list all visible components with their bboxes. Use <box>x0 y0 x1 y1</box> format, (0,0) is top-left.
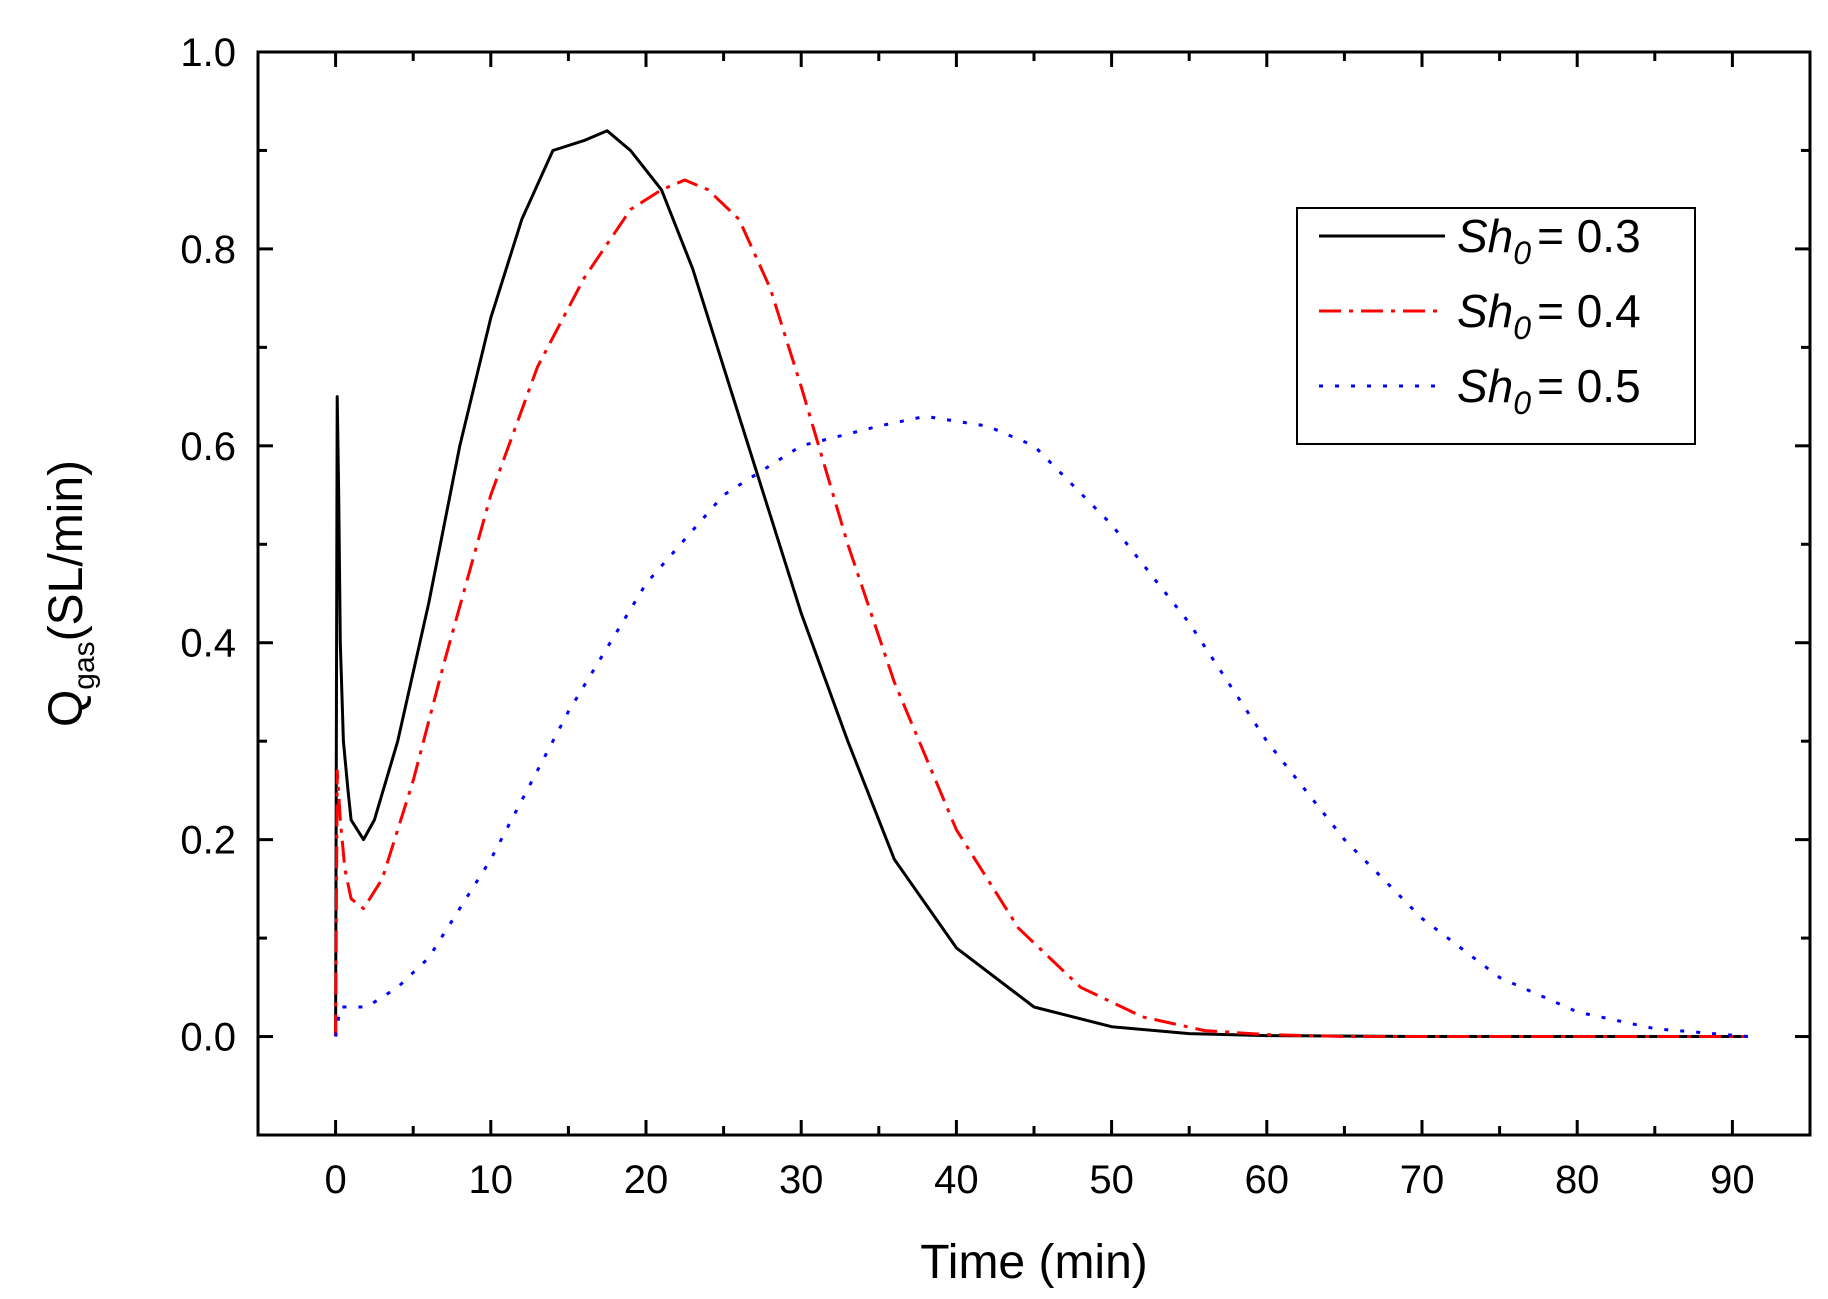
y-tick-label: 0.8 <box>180 228 236 272</box>
x-tick-label: 60 <box>1245 1158 1290 1202</box>
legend-label-3: Sh0 = 0.5 <box>1457 360 1641 421</box>
y-axis-title-units: (SL/min) <box>40 460 93 641</box>
legend-label-value: = 0.5 <box>1537 360 1641 412</box>
series-line-1 <box>334 129 1748 1038</box>
x-tick-label: 70 <box>1400 1158 1445 1202</box>
y-axis-title: Qgas(SL/min) <box>40 460 101 727</box>
x-axis-title: Time (min) <box>920 1236 1148 1289</box>
legend-label-main: Sh <box>1457 210 1513 262</box>
x-tick-label: 20 <box>624 1158 669 1202</box>
legend-label-1: Sh0 = 0.3 <box>1457 210 1641 271</box>
y-tick-label: 0.2 <box>180 819 236 863</box>
series-layer <box>334 129 1749 1038</box>
y-tick-label: 0.6 <box>180 425 236 469</box>
y-tick-label: 0.0 <box>180 1016 236 1060</box>
x-tick-label: 40 <box>934 1158 979 1202</box>
legend-label-main: Sh <box>1457 360 1513 412</box>
y-axis-title-main: Q <box>40 690 93 727</box>
x-tick-label: 0 <box>324 1158 346 1202</box>
y-axis-title-subscript: gas <box>68 641 101 689</box>
legend-label-sub: 0 <box>1513 385 1531 421</box>
legend-label-2: Sh0 = 0.4 <box>1457 285 1641 346</box>
x-tick-label: 80 <box>1555 1158 1600 1202</box>
legend-label-value: = 0.4 <box>1537 285 1641 337</box>
legend-box <box>1296 207 1696 445</box>
x-tick-label: 10 <box>469 1158 514 1202</box>
x-tick-label: 50 <box>1089 1158 1134 1202</box>
legend-label-sub: 0 <box>1513 235 1531 271</box>
ticks-layer: 0 10 20 30 40 50 60 70 80 90 0.0 0.2 0.4 0.6 0.8 1.0 <box>180 31 1812 1202</box>
legend-label-value: = 0.3 <box>1537 210 1641 262</box>
series-line-3 <box>334 414 1749 1038</box>
series-line-2 <box>334 178 1748 1038</box>
y-tick-label: 1.0 <box>180 31 236 75</box>
legend-label-main: Sh <box>1457 285 1513 337</box>
y-tick-label: 0.4 <box>180 622 236 666</box>
x-tick-label: 30 <box>779 1158 824 1202</box>
x-tick-label: 90 <box>1710 1158 1755 1202</box>
legend-label-sub: 0 <box>1513 310 1531 346</box>
